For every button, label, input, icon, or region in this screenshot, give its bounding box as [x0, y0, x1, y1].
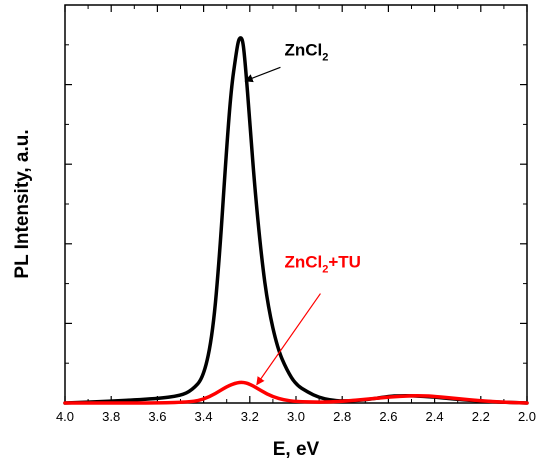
x-tick-label: 2.0: [518, 409, 536, 424]
annotation-label-1: ZnCl2+TU: [284, 253, 361, 276]
x-tick-labels: 4.0 3.8 3.6 3.4 3.2 3.0 2.8 2.6 2.4 2.2 2.0: [56, 409, 536, 424]
x-tick-label: 3.6: [148, 409, 166, 424]
x-tick-label: 2.6: [379, 409, 397, 424]
series-group: [63, 36, 529, 405]
plot-frame: [64, 4, 528, 404]
plot-area-border: [64, 4, 528, 404]
x-tick-label: 3.2: [241, 409, 259, 424]
annotation-arrow-0: [244, 66, 281, 83]
x-axis-title: E, eV: [273, 439, 320, 460]
annotation-arrow-1: [256, 293, 321, 386]
series-line-0: [63, 36, 529, 405]
x-tick-label: 4.0: [56, 409, 74, 424]
x-tick-label: 2.8: [333, 409, 351, 424]
x-tick-label: 2.4: [426, 409, 444, 424]
y-axis-title: PL Intensity, a.u.: [12, 129, 33, 278]
tick-marks: [64, 5, 528, 403]
annotations-group: ZnCl2 ZnCl2+TU: [244, 40, 361, 386]
series-line-1: [63, 380, 529, 405]
x-tick-label: 3.0: [287, 409, 305, 424]
x-tick-label: 3.8: [102, 409, 120, 424]
annotation-label-0: ZnCl2: [284, 40, 328, 63]
x-tick-label: 3.4: [195, 409, 213, 424]
x-tick-label: 2.2: [472, 409, 490, 424]
